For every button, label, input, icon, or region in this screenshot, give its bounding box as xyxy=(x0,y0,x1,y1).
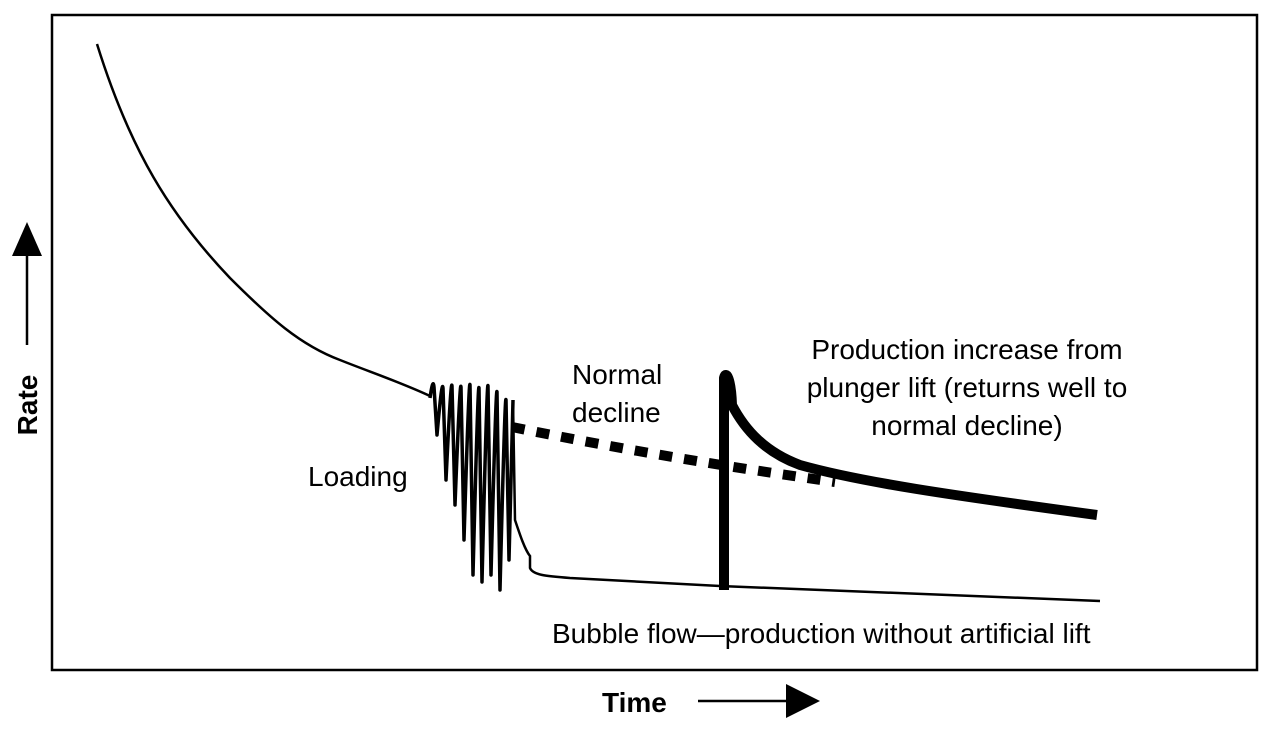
plunger-label-line3: normal decline) xyxy=(871,410,1062,441)
y-axis-label: Rate xyxy=(12,375,43,436)
normal-decline-label-line2: decline xyxy=(572,397,661,428)
plunger-label-line2: plunger lift (returns well to xyxy=(807,372,1128,403)
y-axis-arrowhead-icon xyxy=(12,222,42,256)
x-axis-label: Time xyxy=(602,687,667,718)
x-axis: Time xyxy=(602,684,820,718)
loading-oscillation-curve xyxy=(428,382,515,592)
plunger-lift-curve xyxy=(719,370,1098,590)
plunger-label-line1: Production increase from xyxy=(811,334,1122,365)
plot-frame xyxy=(50,13,1259,672)
initial-decline-curve xyxy=(95,43,431,398)
bubble-flow-label: Bubble flow—production without artificia… xyxy=(552,618,1091,649)
y-axis: Rate xyxy=(12,222,43,435)
normal-decline-dashed-line xyxy=(510,422,836,487)
x-axis-arrowhead-icon xyxy=(786,684,820,718)
loading-label: Loading xyxy=(308,461,408,492)
bubble-flow-curve xyxy=(511,399,1101,603)
normal-decline-label-line1: Normal xyxy=(572,359,662,390)
